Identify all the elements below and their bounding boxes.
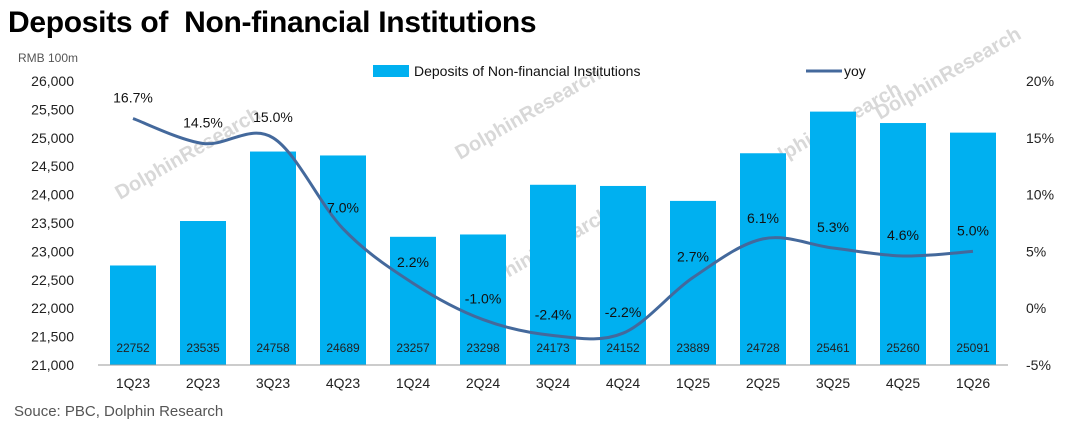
y-tick-label: 26,000 <box>31 73 74 89</box>
bar-value-label: 25260 <box>886 341 920 355</box>
y-tick-label: 22,500 <box>31 272 74 288</box>
x-tick-label: 4Q25 <box>886 375 920 391</box>
x-tick-label: 1Q26 <box>956 375 990 391</box>
y2-tick-label: 20% <box>1026 73 1054 89</box>
bar <box>600 185 646 365</box>
y-tick-label: 21,000 <box>31 357 74 373</box>
y-tick-label: 22,000 <box>31 300 74 316</box>
yoy-value-label: 4.6% <box>887 227 919 243</box>
watermark-text: DolphinResearch <box>872 23 1025 124</box>
yoy-value-label: -2.4% <box>535 306 572 322</box>
unit-label: RMB 100m <box>18 51 79 65</box>
bar-value-label: 24758 <box>256 341 290 355</box>
yoy-value-label: 14.5% <box>183 114 223 130</box>
x-tick-label: 1Q24 <box>396 375 430 391</box>
y-tick-label: 23,500 <box>31 215 74 231</box>
bar-value-label: 23257 <box>396 341 430 355</box>
bar-value-label: 24728 <box>746 341 780 355</box>
legend-bar-swatch <box>373 65 409 77</box>
x-tick-label: 3Q23 <box>256 375 290 391</box>
yoy-value-label: 5.3% <box>817 219 849 235</box>
bar <box>740 153 786 365</box>
bar <box>180 221 226 365</box>
bar <box>320 155 366 365</box>
y2-tick-label: -5% <box>1026 357 1051 373</box>
bar-value-label: 23298 <box>466 341 500 355</box>
x-tick-label: 3Q24 <box>536 375 570 391</box>
x-tick-label: 4Q23 <box>326 375 360 391</box>
y2-tick-label: 5% <box>1026 243 1046 259</box>
y-tick-label: 24,500 <box>31 158 74 174</box>
y-tick-label: 25,000 <box>31 130 74 146</box>
yoy-value-label: 7.0% <box>327 200 359 216</box>
chart-title: Deposits of Non-financial Institutions <box>8 6 537 39</box>
yoy-value-label: 5.0% <box>957 222 989 238</box>
legend-bar-label: Deposits of Non-financial Institutions <box>414 63 640 79</box>
yoy-value-label: 6.1% <box>747 210 779 226</box>
x-tick-label: 2Q24 <box>466 375 500 391</box>
y-tick-label: 25,500 <box>31 101 74 117</box>
y2-tick-label: 15% <box>1026 130 1054 146</box>
bar-value-label: 25461 <box>816 341 850 355</box>
x-tick-label: 3Q25 <box>816 375 850 391</box>
bar <box>670 200 716 365</box>
bar <box>950 132 996 365</box>
yoy-value-label: -1.0% <box>465 291 502 307</box>
y-tick-label: 24,000 <box>31 187 74 203</box>
x-tick-label: 1Q23 <box>116 375 150 391</box>
x-tick-label: 2Q25 <box>746 375 780 391</box>
source-note: Souce: PBC, Dolphin Research <box>14 403 224 420</box>
x-tick-label: 2Q23 <box>186 375 220 391</box>
yoy-value-label: 2.2% <box>397 254 429 270</box>
bar-value-label: 23535 <box>186 341 220 355</box>
y2-tick-label: 10% <box>1026 187 1054 203</box>
bar <box>880 123 926 365</box>
bar-value-label: 25091 <box>956 341 990 355</box>
bar <box>250 151 296 365</box>
yoy-value-label: 2.7% <box>677 249 709 265</box>
y-tick-label: 21,500 <box>31 329 74 345</box>
yoy-value-label: 16.7% <box>113 89 153 105</box>
x-tick-label: 1Q25 <box>676 375 710 391</box>
legend-line-label: yoy <box>844 63 866 79</box>
yoy-value-label: -2.2% <box>605 304 642 320</box>
y-tick-label: 23,000 <box>31 243 74 259</box>
yoy-line <box>132 117 974 341</box>
x-tick-label: 4Q24 <box>606 375 640 391</box>
bar-value-label: 24152 <box>606 341 640 355</box>
y2-tick-label: 0% <box>1026 300 1046 316</box>
bar-value-label: 24173 <box>536 341 570 355</box>
bar <box>110 265 156 365</box>
bar-value-label: 22752 <box>116 341 150 355</box>
bar <box>390 236 436 365</box>
bar <box>460 234 506 365</box>
bar-value-label: 23889 <box>676 341 710 355</box>
bar-value-label: 24689 <box>326 341 360 355</box>
bar <box>810 111 856 365</box>
yoy-value-label: 15.0% <box>253 109 293 125</box>
